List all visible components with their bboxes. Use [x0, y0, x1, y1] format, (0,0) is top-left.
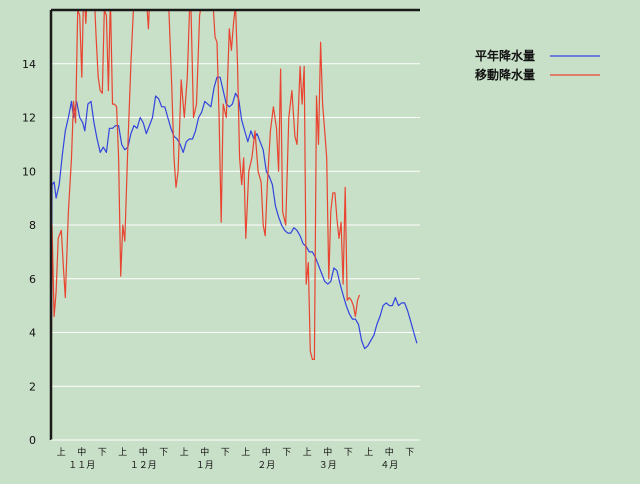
x-tick-label: 中 [200, 446, 209, 458]
y-tick-labels: 0 2 4 6 8 10 12 14 [22, 58, 36, 447]
series-line-2 [51, 11, 361, 440]
x-tick-label: 下 [282, 448, 291, 458]
x-tick-label: 中 [323, 446, 332, 458]
month-label: ２月 [257, 460, 275, 471]
y-tick-label: 6 [29, 273, 36, 286]
x-tick-label: 中 [385, 446, 394, 458]
x-tick-label: 下 [344, 448, 353, 458]
x-tick-label: 上 [57, 447, 66, 458]
grid-lines [51, 10, 420, 440]
x-tick-label: 下 [405, 448, 414, 458]
y-tick-label: 12 [22, 112, 36, 125]
month-label: １２月 [130, 460, 157, 471]
month-labels: １１月 １２月 １月 ２月 ３月 ４月 [68, 460, 398, 471]
legend-label-1: 平年降水量 [475, 48, 535, 63]
month-label: ４月 [380, 460, 398, 471]
y-tick-label: 2 [29, 380, 36, 393]
y-tick-label: 14 [22, 58, 36, 71]
x-tick-label: 上 [118, 447, 127, 458]
series-line-1 [51, 76, 418, 440]
x-tick-label: 上 [303, 447, 312, 458]
y-tick-label: 8 [29, 219, 36, 232]
x-tick-label: 上 [364, 447, 373, 458]
axes [49, 8, 420, 441]
x-tick-label: 下 [159, 448, 168, 458]
series-lines [51, 11, 418, 440]
legend-label-2: 移動降水量 [475, 67, 535, 82]
y-tick-label: 10 [22, 165, 36, 178]
y-tick-label: 4 [29, 327, 36, 340]
month-label: １１月 [68, 460, 95, 471]
x-tick-labels: 上中下上中下上中下上中下上中下上中下 [57, 446, 415, 458]
x-tick-label: 上 [241, 447, 250, 458]
x-tick-label: 中 [77, 446, 86, 458]
x-tick-label: 中 [262, 446, 271, 458]
x-tick-label: 中 [139, 446, 148, 458]
month-label: ３月 [319, 460, 337, 471]
x-tick-label: 上 [180, 447, 189, 458]
x-tick-label: 下 [221, 448, 230, 458]
x-tick-label: 下 [98, 448, 107, 458]
month-label: １月 [196, 460, 214, 471]
y-tick-label: 0 [29, 434, 36, 447]
